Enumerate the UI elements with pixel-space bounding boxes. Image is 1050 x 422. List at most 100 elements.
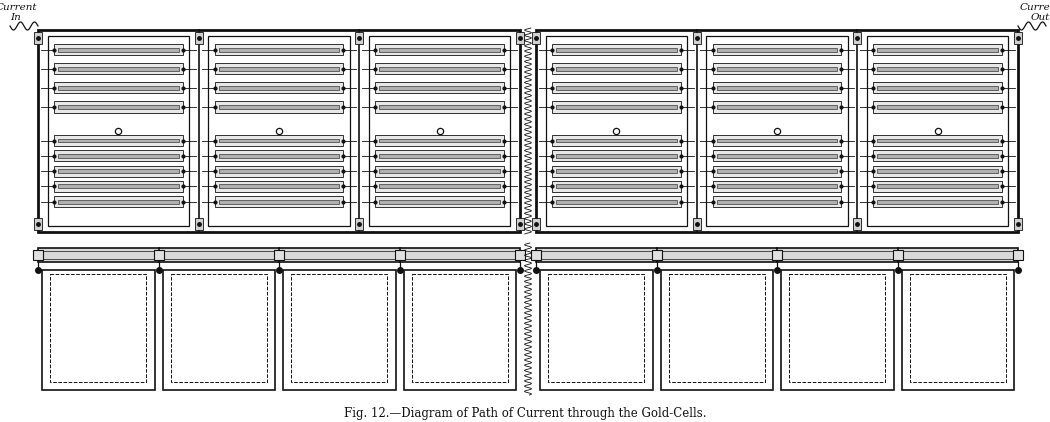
Bar: [555, 138, 677, 143]
Bar: [516, 32, 524, 44]
Bar: [1013, 250, 1023, 260]
Bar: [713, 150, 841, 162]
Bar: [555, 86, 677, 90]
Bar: [669, 273, 764, 381]
Bar: [716, 200, 838, 203]
Bar: [215, 63, 343, 74]
Bar: [716, 184, 838, 188]
Bar: [379, 105, 500, 109]
Bar: [877, 154, 999, 158]
Bar: [215, 101, 343, 113]
Bar: [514, 250, 525, 260]
Bar: [218, 169, 339, 173]
Bar: [40, 251, 518, 259]
Bar: [874, 101, 1002, 113]
Bar: [379, 200, 500, 203]
Bar: [34, 32, 42, 44]
Bar: [54, 82, 183, 93]
Bar: [552, 63, 680, 74]
Bar: [854, 32, 861, 44]
Bar: [540, 270, 652, 390]
Bar: [874, 150, 1002, 162]
Bar: [58, 184, 178, 188]
Bar: [58, 138, 178, 143]
Bar: [215, 181, 343, 192]
Bar: [552, 135, 680, 146]
Bar: [693, 32, 700, 44]
Bar: [877, 48, 999, 51]
Bar: [874, 181, 1002, 192]
Bar: [215, 165, 343, 177]
Bar: [292, 273, 387, 381]
Bar: [284, 270, 396, 390]
Bar: [555, 184, 677, 188]
Bar: [693, 218, 700, 230]
Bar: [877, 138, 999, 143]
Bar: [218, 48, 339, 51]
Bar: [215, 44, 343, 55]
Bar: [713, 165, 841, 177]
Bar: [215, 196, 343, 207]
Bar: [58, 169, 178, 173]
Bar: [379, 184, 500, 188]
Bar: [854, 218, 861, 230]
Bar: [548, 273, 644, 381]
Bar: [536, 30, 1018, 232]
Text: Current: Current: [0, 3, 37, 12]
Bar: [412, 273, 507, 381]
Bar: [369, 36, 510, 226]
Bar: [355, 32, 363, 44]
Bar: [555, 154, 677, 158]
Bar: [713, 44, 841, 55]
Bar: [552, 82, 680, 93]
Bar: [376, 165, 504, 177]
Bar: [1014, 218, 1022, 230]
Bar: [716, 169, 838, 173]
Bar: [218, 200, 339, 203]
Text: In: In: [10, 13, 21, 22]
Bar: [660, 270, 773, 390]
Bar: [867, 36, 1008, 226]
Bar: [54, 150, 183, 162]
Bar: [379, 67, 500, 70]
Bar: [555, 169, 677, 173]
Bar: [552, 44, 680, 55]
Bar: [163, 270, 275, 390]
Bar: [395, 250, 404, 260]
Bar: [781, 270, 894, 390]
Bar: [218, 86, 339, 90]
Bar: [58, 200, 178, 203]
Bar: [403, 270, 516, 390]
Bar: [892, 250, 903, 260]
Bar: [218, 67, 339, 70]
Bar: [54, 165, 183, 177]
Bar: [33, 250, 43, 260]
Bar: [555, 48, 677, 51]
Bar: [536, 248, 1018, 262]
Bar: [531, 250, 541, 260]
Bar: [54, 63, 183, 74]
Bar: [874, 82, 1002, 93]
Bar: [516, 218, 524, 230]
Bar: [376, 196, 504, 207]
Bar: [713, 63, 841, 74]
Bar: [38, 30, 520, 232]
Bar: [532, 32, 540, 44]
Bar: [54, 101, 183, 113]
Bar: [877, 184, 999, 188]
Bar: [772, 250, 782, 260]
Bar: [874, 196, 1002, 207]
Bar: [218, 184, 339, 188]
Text: Current: Current: [1020, 3, 1050, 12]
Bar: [874, 44, 1002, 55]
Bar: [376, 150, 504, 162]
Bar: [376, 181, 504, 192]
Bar: [713, 135, 841, 146]
Bar: [218, 105, 339, 109]
Bar: [379, 48, 500, 51]
Bar: [874, 63, 1002, 74]
Bar: [713, 82, 841, 93]
Bar: [54, 196, 183, 207]
Bar: [910, 273, 1006, 381]
Bar: [716, 154, 838, 158]
